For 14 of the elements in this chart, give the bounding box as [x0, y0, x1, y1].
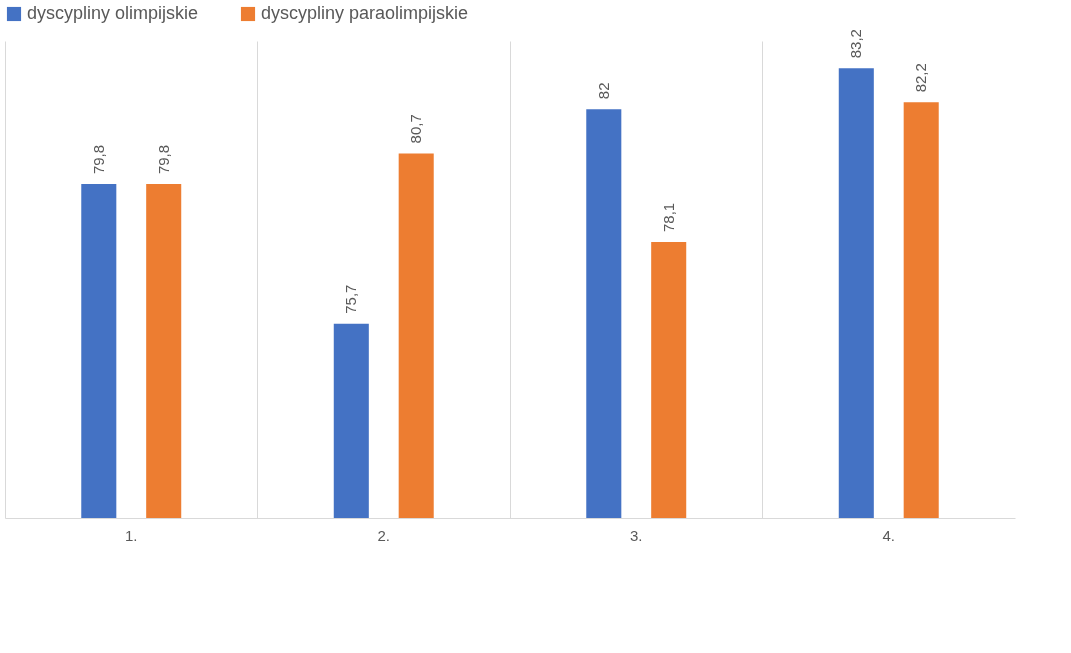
data-label: 79,8 [154, 144, 172, 175]
legend-label: dyscypliny paraolimpijskie [261, 3, 469, 23]
x-tick-label: 3. [629, 526, 643, 544]
legend-label: dyscypliny olimpijskie [27, 3, 199, 23]
data-label: 79,8 [89, 144, 107, 175]
data-label: 82 [594, 82, 612, 100]
data-label: 80,7 [407, 114, 425, 144]
x-tick-label: 2. [377, 526, 391, 544]
data-label: 83,2 [847, 29, 865, 59]
data-label: 78,1 [659, 202, 677, 233]
data-label: 82,2 [912, 63, 930, 93]
data-label: 75,7 [342, 284, 360, 314]
x-tick-label: 1. [124, 526, 138, 544]
x-tick-label: 4. [882, 526, 896, 544]
